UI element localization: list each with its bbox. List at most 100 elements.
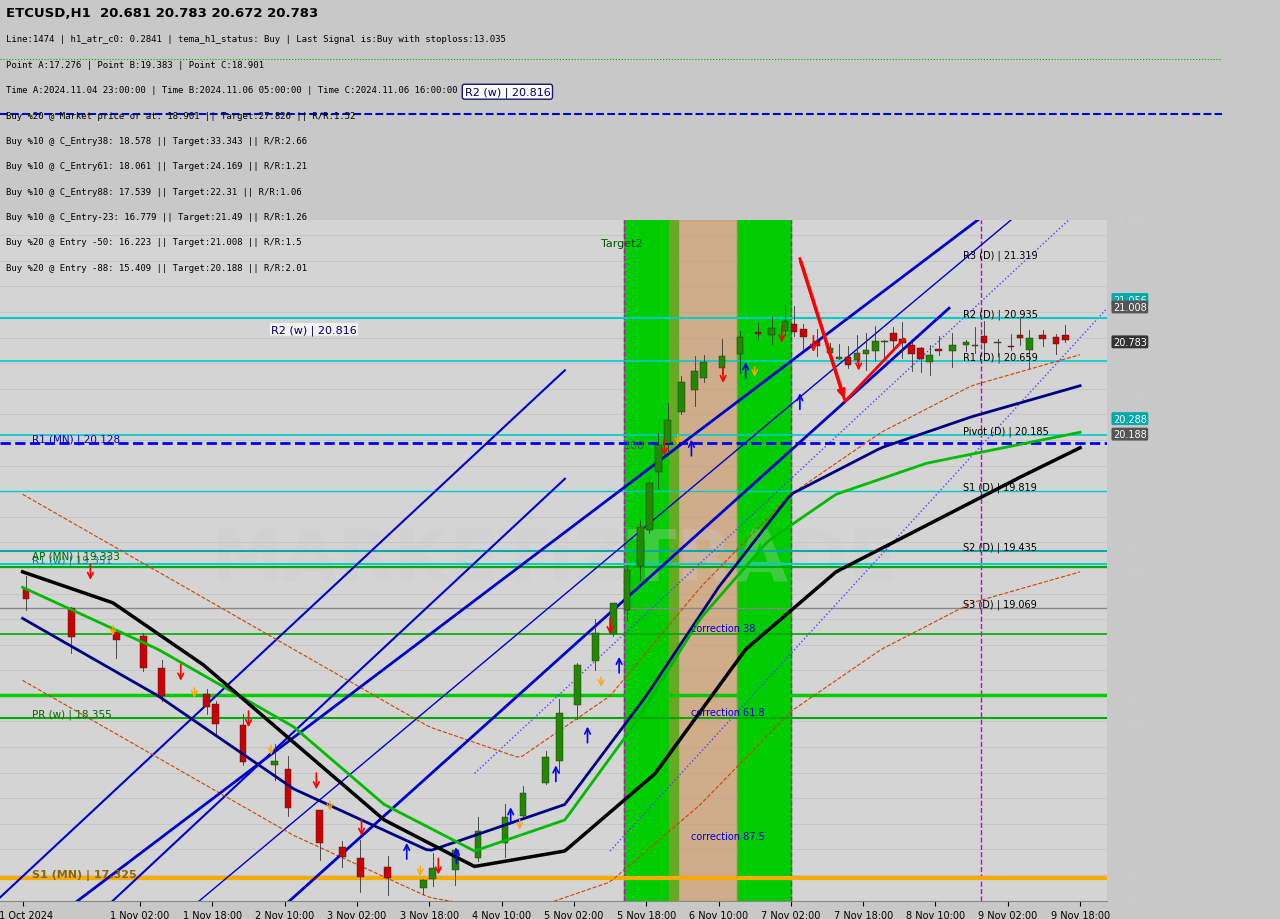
Bar [357,858,364,878]
Bar [655,446,662,472]
Text: S1 (D) | 19.819: S1 (D) | 19.819 [963,482,1037,493]
Bar [637,528,644,566]
Text: 17.995: 17.995 [1114,770,1144,779]
Bar [573,665,581,706]
Text: 20.188: 20.188 [1114,430,1147,439]
Text: Buy %20 @ Entry -88: 15.409 || Target:20.188 || R/R:2.01: Buy %20 @ Entry -88: 15.409 || Target:20… [6,264,307,273]
Bar [339,847,346,857]
Text: 18.155: 18.155 [1114,745,1144,754]
Text: 18.480: 18.480 [1114,695,1144,704]
Bar [872,341,878,351]
Bar [384,868,390,879]
Bar [963,342,969,346]
Text: S1 (MN) | 17.325: S1 (MN) | 17.325 [32,868,136,879]
Bar [936,350,942,352]
Text: 21.008: 21.008 [1114,302,1147,312]
Text: S2 (D) | 19.435: S2 (D) | 19.435 [963,542,1037,552]
Bar [691,371,698,391]
Text: 19.130: 19.130 [1114,594,1144,603]
Bar [980,336,987,344]
Bar [1016,336,1023,339]
Bar [623,571,631,610]
Bar [1025,339,1033,350]
Text: MARKETIZTRADE: MARKETIZTRADE [210,526,897,596]
Bar [678,382,685,413]
Bar [700,363,708,379]
Text: 20.430: 20.430 [1114,392,1144,402]
Text: ETCUSD,H1  20.681 20.783 20.672 20.783: ETCUSD,H1 20.681 20.783 20.672 20.783 [6,6,319,19]
Text: correction 61.8: correction 61.8 [691,707,765,717]
Text: Buy %10 @ C_Entry88: 17.539 || Target:22.31 || R/R:1.06: Buy %10 @ C_Entry88: 17.539 || Target:22… [6,187,302,197]
Bar [909,346,915,355]
Bar [791,325,797,332]
Bar [159,668,165,696]
Text: 17.830: 17.830 [1114,796,1144,804]
Text: 18.805: 18.805 [1114,644,1144,653]
Text: correction 87.5: correction 87.5 [691,831,765,841]
Bar [520,793,526,816]
Bar [827,349,833,354]
Text: 19.780: 19.780 [1114,494,1144,503]
Bar [927,356,933,363]
Text: PR (w) | 18.355: PR (w) | 18.355 [32,709,111,720]
Text: Line:1474 | h1_atr_c0: 0.2841 | tema_h1_status: Buy | Last Signal is:Buy with st: Line:1474 | h1_atr_c0: 0.2841 | tema_h1_… [6,35,506,44]
Bar [948,346,956,352]
Text: 17.505: 17.505 [1114,845,1144,855]
Bar [204,694,210,708]
Bar [1053,337,1060,345]
Text: R2 (D) | 20.935: R2 (D) | 20.935 [963,310,1038,320]
Bar [718,357,726,369]
Bar [239,725,246,763]
Bar [845,358,851,366]
Bar [140,637,147,668]
Text: Pivot (D) | 20.185: Pivot (D) | 20.185 [963,425,1048,436]
Text: 18.320: 18.320 [1114,720,1144,729]
Text: 18.965: 18.965 [1114,619,1144,629]
Bar [452,850,458,870]
Text: R1 (MN) | 20.128: R1 (MN) | 20.128 [32,435,120,445]
Text: 19.295: 19.295 [1114,569,1144,577]
Bar [23,589,29,599]
Text: 20.783: 20.783 [1114,337,1147,347]
Text: 18.640: 18.640 [1114,670,1144,679]
Bar [664,420,671,444]
Bar [736,221,791,901]
Bar [891,334,896,342]
Bar [900,339,906,344]
Bar [1007,346,1014,347]
Text: 20.105: 20.105 [1114,443,1144,452]
Text: 100: 100 [623,440,645,450]
Text: 17.180: 17.180 [1114,896,1144,905]
Bar [755,333,762,335]
Bar [1039,335,1046,340]
Bar [271,762,278,765]
Text: Buy %20 @ Market price or at: 18.901 || Target:27.826 || R/R:1.52: Buy %20 @ Market price or at: 18.901 || … [6,111,356,120]
Text: 19.940: 19.940 [1114,469,1144,478]
Text: R1 (w) | 19.351: R1 (w) | 19.351 [32,555,111,565]
Text: R1 (D) | 20.659: R1 (D) | 20.659 [963,352,1037,363]
Bar [836,357,842,359]
Bar [918,349,924,360]
Text: 19.455: 19.455 [1114,544,1144,552]
Text: R2 (w) | 20.816: R2 (w) | 20.816 [465,87,550,98]
Text: R3 (D) | 21.319: R3 (D) | 21.319 [963,250,1037,260]
Bar [669,221,736,901]
Text: R2 (w) | 20.816: R2 (w) | 20.816 [271,324,357,335]
Bar [646,483,653,530]
Bar [854,353,860,360]
Bar [814,342,820,346]
Bar [543,757,549,784]
Bar [429,868,436,879]
Bar [611,604,617,634]
Text: Buy %10 @ C_Entry38: 18.578 || Target:33.343 || R/R:2.66: Buy %10 @ C_Entry38: 18.578 || Target:33… [6,137,307,146]
Text: 17.345: 17.345 [1114,870,1144,879]
Text: Buy %10 @ C_Entry61: 18.061 || Target:24.169 || R/R:1.21: Buy %10 @ C_Entry61: 18.061 || Target:24… [6,162,307,171]
Bar [475,831,481,857]
Text: Buy %20 @ Entry -50: 16.223 || Target:21.008 || R/R:1.5: Buy %20 @ Entry -50: 16.223 || Target:21… [6,238,302,247]
Text: Buy %10 @ C_Entry-23: 16.779 || Target:21.49 || R/R:1.26: Buy %10 @ C_Entry-23: 16.779 || Target:2… [6,213,307,221]
Bar [284,768,292,809]
Bar [212,704,219,724]
Bar [800,329,806,337]
Bar [316,811,323,844]
Bar [623,221,678,901]
